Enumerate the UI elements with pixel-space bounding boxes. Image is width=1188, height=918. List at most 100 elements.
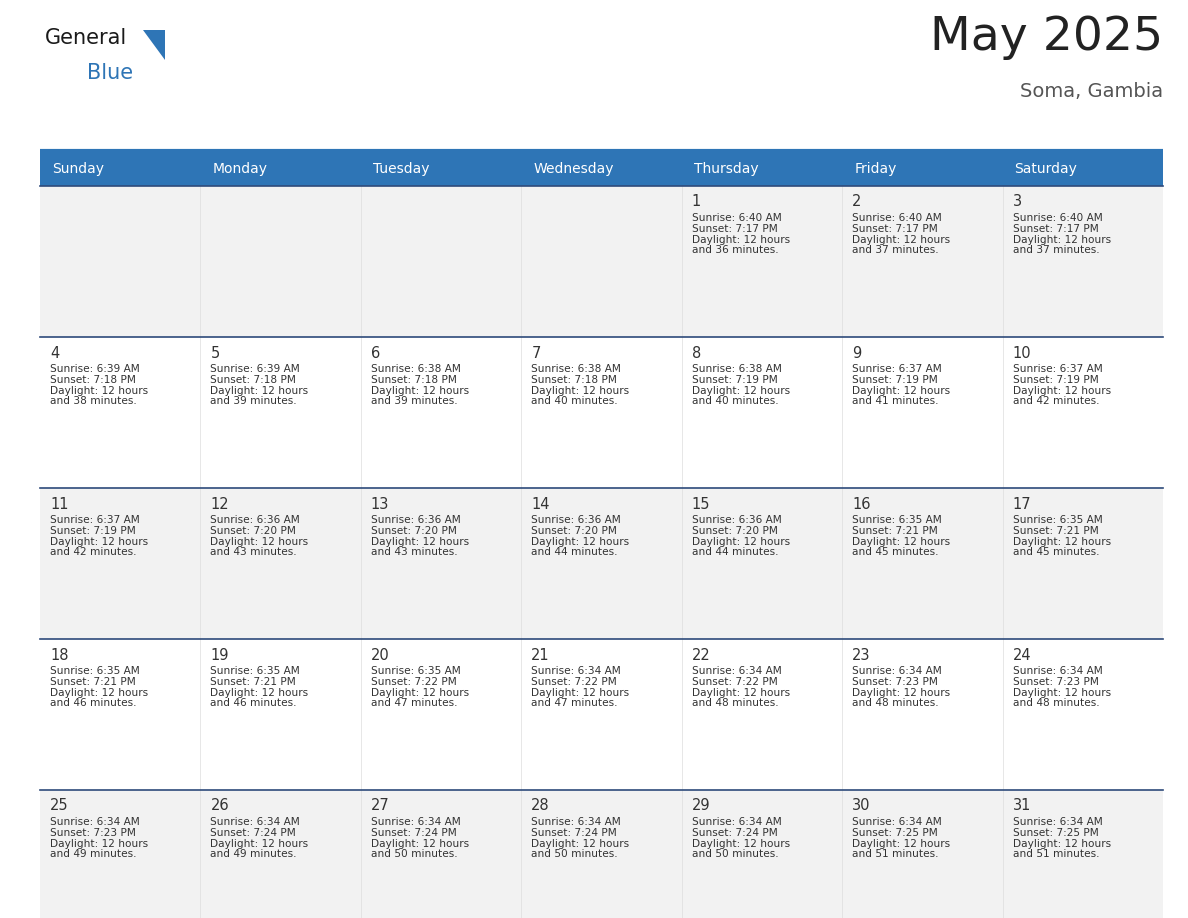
Text: 28: 28 [531,799,550,813]
Text: 13: 13 [371,497,390,511]
Text: Sunset: 7:22 PM: Sunset: 7:22 PM [371,677,456,687]
Text: Sunset: 7:23 PM: Sunset: 7:23 PM [50,828,135,838]
Text: and 50 minutes.: and 50 minutes. [691,849,778,859]
Text: and 42 minutes.: and 42 minutes. [1012,397,1099,407]
Text: 9: 9 [852,345,861,361]
Text: and 46 minutes.: and 46 minutes. [210,699,297,709]
Text: 4: 4 [50,345,59,361]
Text: Sunrise: 6:34 AM: Sunrise: 6:34 AM [50,817,140,827]
Polygon shape [143,30,165,60]
Text: 10: 10 [1012,345,1031,361]
Text: Sunrise: 6:36 AM: Sunrise: 6:36 AM [210,515,301,525]
Text: Sunrise: 6:39 AM: Sunrise: 6:39 AM [210,364,301,374]
Text: Daylight: 12 hours: Daylight: 12 hours [371,688,469,698]
Text: 11: 11 [50,497,69,511]
Text: Sunset: 7:20 PM: Sunset: 7:20 PM [210,526,296,536]
Text: Sunset: 7:19 PM: Sunset: 7:19 PM [50,526,135,536]
Text: and 47 minutes.: and 47 minutes. [371,699,457,709]
Text: Soma, Gambia: Soma, Gambia [1019,82,1163,101]
Text: Sunrise: 6:37 AM: Sunrise: 6:37 AM [852,364,942,374]
Text: Daylight: 12 hours: Daylight: 12 hours [852,688,950,698]
Text: Daylight: 12 hours: Daylight: 12 hours [50,537,148,546]
Bar [361,153,522,186]
Text: Sunset: 7:23 PM: Sunset: 7:23 PM [852,677,939,687]
Text: Sunrise: 6:34 AM: Sunrise: 6:34 AM [531,817,621,827]
Text: Sunset: 7:21 PM: Sunset: 7:21 PM [210,677,296,687]
Text: Sunrise: 6:34 AM: Sunrise: 6:34 AM [1012,817,1102,827]
Text: Sunset: 7:18 PM: Sunset: 7:18 PM [210,375,296,385]
Text: Monday: Monday [213,162,267,176]
Text: Sunset: 7:25 PM: Sunset: 7:25 PM [852,828,937,838]
Text: Sunset: 7:22 PM: Sunset: 7:22 PM [691,677,777,687]
Text: 18: 18 [50,647,69,663]
Text: Sunset: 7:18 PM: Sunset: 7:18 PM [531,375,617,385]
Bar [682,153,842,186]
Text: and 43 minutes.: and 43 minutes. [371,547,457,557]
Text: Sunrise: 6:35 AM: Sunrise: 6:35 AM [50,666,140,676]
Text: Sunset: 7:21 PM: Sunset: 7:21 PM [852,526,937,536]
Text: and 45 minutes.: and 45 minutes. [852,547,939,557]
Text: Sunset: 7:19 PM: Sunset: 7:19 PM [691,375,777,385]
Bar [201,153,361,186]
Text: Sunrise: 6:35 AM: Sunrise: 6:35 AM [210,666,301,676]
Text: Sunset: 7:24 PM: Sunset: 7:24 PM [691,828,777,838]
Text: Sunrise: 6:37 AM: Sunrise: 6:37 AM [1012,364,1102,374]
Bar [40,790,1163,918]
Text: Daylight: 12 hours: Daylight: 12 hours [1012,386,1111,396]
Text: 27: 27 [371,799,390,813]
Text: Daylight: 12 hours: Daylight: 12 hours [1012,839,1111,848]
Text: Daylight: 12 hours: Daylight: 12 hours [531,839,630,848]
Text: and 44 minutes.: and 44 minutes. [531,547,618,557]
Text: and 36 minutes.: and 36 minutes. [691,245,778,255]
Text: 29: 29 [691,799,710,813]
Text: Daylight: 12 hours: Daylight: 12 hours [691,688,790,698]
Text: 16: 16 [852,497,871,511]
Text: Daylight: 12 hours: Daylight: 12 hours [371,537,469,546]
Text: Sunrise: 6:39 AM: Sunrise: 6:39 AM [50,364,140,374]
Text: Daylight: 12 hours: Daylight: 12 hours [691,235,790,244]
Bar [1003,153,1163,186]
Text: Sunset: 7:17 PM: Sunset: 7:17 PM [1012,224,1099,234]
Text: Sunset: 7:21 PM: Sunset: 7:21 PM [50,677,135,687]
Text: 24: 24 [1012,647,1031,663]
Text: Daylight: 12 hours: Daylight: 12 hours [691,839,790,848]
Text: Sunrise: 6:40 AM: Sunrise: 6:40 AM [1012,213,1102,223]
Text: Sunrise: 6:34 AM: Sunrise: 6:34 AM [531,666,621,676]
Text: and 51 minutes.: and 51 minutes. [1012,849,1099,859]
Text: Wednesday: Wednesday [533,162,614,176]
Text: Daylight: 12 hours: Daylight: 12 hours [1012,537,1111,546]
Text: Thursday: Thursday [694,162,758,176]
Text: and 51 minutes.: and 51 minutes. [852,849,939,859]
Text: Sunset: 7:19 PM: Sunset: 7:19 PM [852,375,937,385]
Text: Sunset: 7:24 PM: Sunset: 7:24 PM [371,828,456,838]
Text: Sunrise: 6:35 AM: Sunrise: 6:35 AM [852,515,942,525]
Text: Sunset: 7:18 PM: Sunset: 7:18 PM [50,375,135,385]
Text: 20: 20 [371,647,390,663]
Text: Daylight: 12 hours: Daylight: 12 hours [1012,688,1111,698]
Text: 26: 26 [210,799,229,813]
Text: Daylight: 12 hours: Daylight: 12 hours [371,386,469,396]
Text: and 48 minutes.: and 48 minutes. [691,699,778,709]
Text: 17: 17 [1012,497,1031,511]
Text: Daylight: 12 hours: Daylight: 12 hours [210,839,309,848]
Text: Daylight: 12 hours: Daylight: 12 hours [691,537,790,546]
Text: Daylight: 12 hours: Daylight: 12 hours [50,688,148,698]
Text: and 46 minutes.: and 46 minutes. [50,699,137,709]
Bar [522,153,682,186]
Text: Sunset: 7:20 PM: Sunset: 7:20 PM [691,526,778,536]
Text: 15: 15 [691,497,710,511]
Text: Daylight: 12 hours: Daylight: 12 hours [531,688,630,698]
Text: Sunrise: 6:38 AM: Sunrise: 6:38 AM [371,364,461,374]
Text: Sunset: 7:25 PM: Sunset: 7:25 PM [1012,828,1099,838]
Text: and 50 minutes.: and 50 minutes. [531,849,618,859]
Text: 1: 1 [691,195,701,209]
Text: Sunrise: 6:37 AM: Sunrise: 6:37 AM [50,515,140,525]
Text: and 39 minutes.: and 39 minutes. [210,397,297,407]
Text: 7: 7 [531,345,541,361]
Text: and 42 minutes.: and 42 minutes. [50,547,137,557]
Text: and 40 minutes.: and 40 minutes. [691,397,778,407]
Text: and 50 minutes.: and 50 minutes. [371,849,457,859]
Text: and 38 minutes.: and 38 minutes. [50,397,137,407]
Text: 6: 6 [371,345,380,361]
Text: Friday: Friday [854,162,897,176]
